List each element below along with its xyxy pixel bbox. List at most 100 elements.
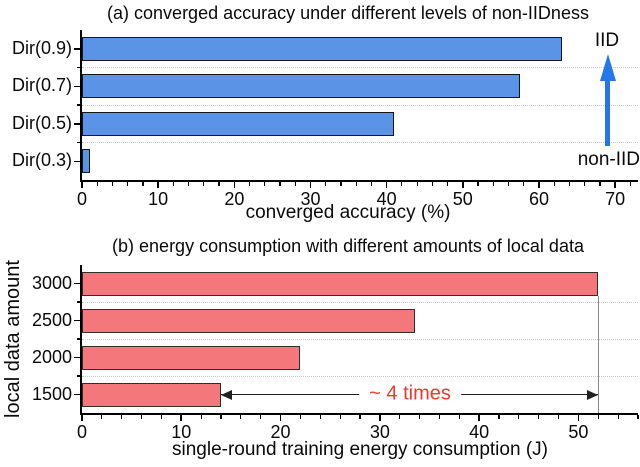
x-minor-tick bbox=[477, 182, 479, 186]
x-major-tick bbox=[577, 415, 580, 421]
x-tick-label: 40 bbox=[376, 189, 397, 209]
chart-b-y-axis-title: local data amount bbox=[2, 260, 24, 418]
chart-a-plot: 0 10 20 30 40 50 60 70 Dir(0.9) Dir(0.7) Dir(0.5) D… bbox=[12, 30, 638, 209]
row-gridline bbox=[82, 375, 638, 377]
x-tick-label: 30 bbox=[369, 422, 390, 442]
x-tick-label: 40 bbox=[469, 422, 490, 442]
y-minor-tick bbox=[77, 141, 81, 144]
bar-2000 bbox=[82, 345, 301, 370]
x-tick-label: 10 bbox=[148, 189, 169, 209]
bar-Dir(0.3) bbox=[82, 149, 90, 174]
y-minor-tick bbox=[77, 301, 81, 303]
x-minor-tick bbox=[617, 415, 619, 419]
x-minor-tick bbox=[339, 415, 341, 419]
ratio-annotation: ~ 4 times bbox=[359, 382, 461, 406]
y-minor-tick bbox=[77, 338, 81, 340]
bar-Dir(0.9) bbox=[82, 36, 562, 61]
x-minor-tick bbox=[111, 182, 114, 186]
y-minor-tick bbox=[77, 104, 81, 106]
x-tick-label: 50 bbox=[568, 422, 589, 442]
bar-Dir(0.5) bbox=[82, 111, 395, 136]
y-category-label: 2000 bbox=[31, 346, 72, 367]
x-minor-tick bbox=[553, 182, 555, 186]
x-minor-tick bbox=[416, 182, 418, 186]
non-iid-label: non-IID bbox=[577, 149, 640, 170]
x-minor-tick bbox=[340, 182, 342, 186]
ratio-arrow-right-head bbox=[587, 389, 599, 400]
x-tick-label: 20 bbox=[224, 189, 245, 209]
x-major-tick bbox=[538, 182, 540, 188]
x-minor-tick bbox=[355, 182, 357, 186]
x-minor-tick bbox=[200, 415, 202, 419]
row-gridline bbox=[82, 142, 638, 143]
ratio-arrow-left-head bbox=[221, 389, 232, 400]
y-major-tick bbox=[74, 356, 81, 359]
x-minor-tick bbox=[370, 182, 372, 186]
x-major-tick bbox=[462, 182, 464, 188]
x-minor-tick bbox=[431, 182, 433, 186]
bar-2500 bbox=[82, 308, 415, 333]
x-minor-tick bbox=[523, 182, 525, 186]
y-major-tick bbox=[74, 48, 81, 50]
bar-1500 bbox=[82, 382, 221, 407]
y-major-tick bbox=[74, 160, 81, 162]
x-minor-tick bbox=[140, 415, 143, 419]
x-minor-tick bbox=[584, 182, 586, 186]
x-minor-tick bbox=[401, 182, 403, 186]
x-minor-tick bbox=[264, 182, 266, 186]
x-major-tick bbox=[81, 182, 83, 188]
x-minor-tick bbox=[260, 415, 262, 419]
x-minor-tick bbox=[325, 182, 327, 186]
x-minor-tick bbox=[203, 182, 205, 186]
x-tick-label: 60 bbox=[528, 189, 549, 209]
x-minor-tick bbox=[218, 182, 220, 186]
x-minor-tick bbox=[438, 415, 441, 419]
x-tick-label: 20 bbox=[270, 422, 291, 442]
x-minor-tick bbox=[299, 415, 302, 419]
chart-b-x-axis-title: single-round training energy consumption… bbox=[172, 439, 548, 460]
y-category-label: Dir(0.5) bbox=[11, 112, 72, 133]
x-minor-tick bbox=[279, 182, 281, 186]
y-major-tick bbox=[74, 393, 81, 396]
chart-b-title: (b) energy consumption with different am… bbox=[112, 236, 584, 256]
y-major-tick bbox=[74, 85, 81, 87]
x-tick-label: 0 bbox=[76, 189, 87, 209]
x-minor-tick bbox=[188, 182, 190, 186]
row-gridline bbox=[82, 301, 638, 303]
x-minor-tick bbox=[568, 182, 571, 186]
bar-Dir(0.7) bbox=[82, 74, 520, 99]
x-minor-tick bbox=[294, 182, 296, 186]
x-minor-tick bbox=[458, 415, 460, 419]
x-tick-label: 30 bbox=[300, 189, 321, 209]
x-tick-label: 70 bbox=[605, 189, 626, 209]
y-major-tick bbox=[74, 282, 81, 285]
x-minor-tick bbox=[172, 182, 174, 186]
x-minor-tick bbox=[518, 415, 520, 419]
chart-a-x-axis-title: converged accuracy (%) bbox=[245, 202, 451, 223]
x-minor-tick bbox=[160, 415, 163, 419]
x-minor-tick bbox=[637, 415, 639, 419]
x-major-tick bbox=[81, 415, 83, 421]
x-major-tick bbox=[309, 182, 312, 188]
x-minor-tick bbox=[446, 182, 449, 186]
row-gridline bbox=[82, 338, 638, 340]
row-gridline bbox=[82, 67, 638, 68]
row-gridline bbox=[82, 104, 638, 106]
y-minor-tick bbox=[77, 375, 81, 377]
y-axis-line bbox=[80, 265, 82, 415]
x-major-tick bbox=[233, 182, 236, 188]
x-minor-tick bbox=[240, 415, 242, 419]
x-minor-tick bbox=[248, 182, 251, 186]
y-category-label: Dir(0.3) bbox=[11, 150, 72, 171]
x-minor-tick bbox=[538, 415, 540, 419]
x-minor-tick bbox=[319, 415, 321, 419]
y-major-tick bbox=[74, 123, 81, 125]
x-minor-tick bbox=[121, 415, 123, 419]
x-major-tick bbox=[478, 415, 480, 421]
iid-label: IID bbox=[594, 30, 620, 51]
iid-arrow-shaft bbox=[605, 78, 611, 146]
y-category-label: Dir(0.7) bbox=[11, 75, 72, 96]
